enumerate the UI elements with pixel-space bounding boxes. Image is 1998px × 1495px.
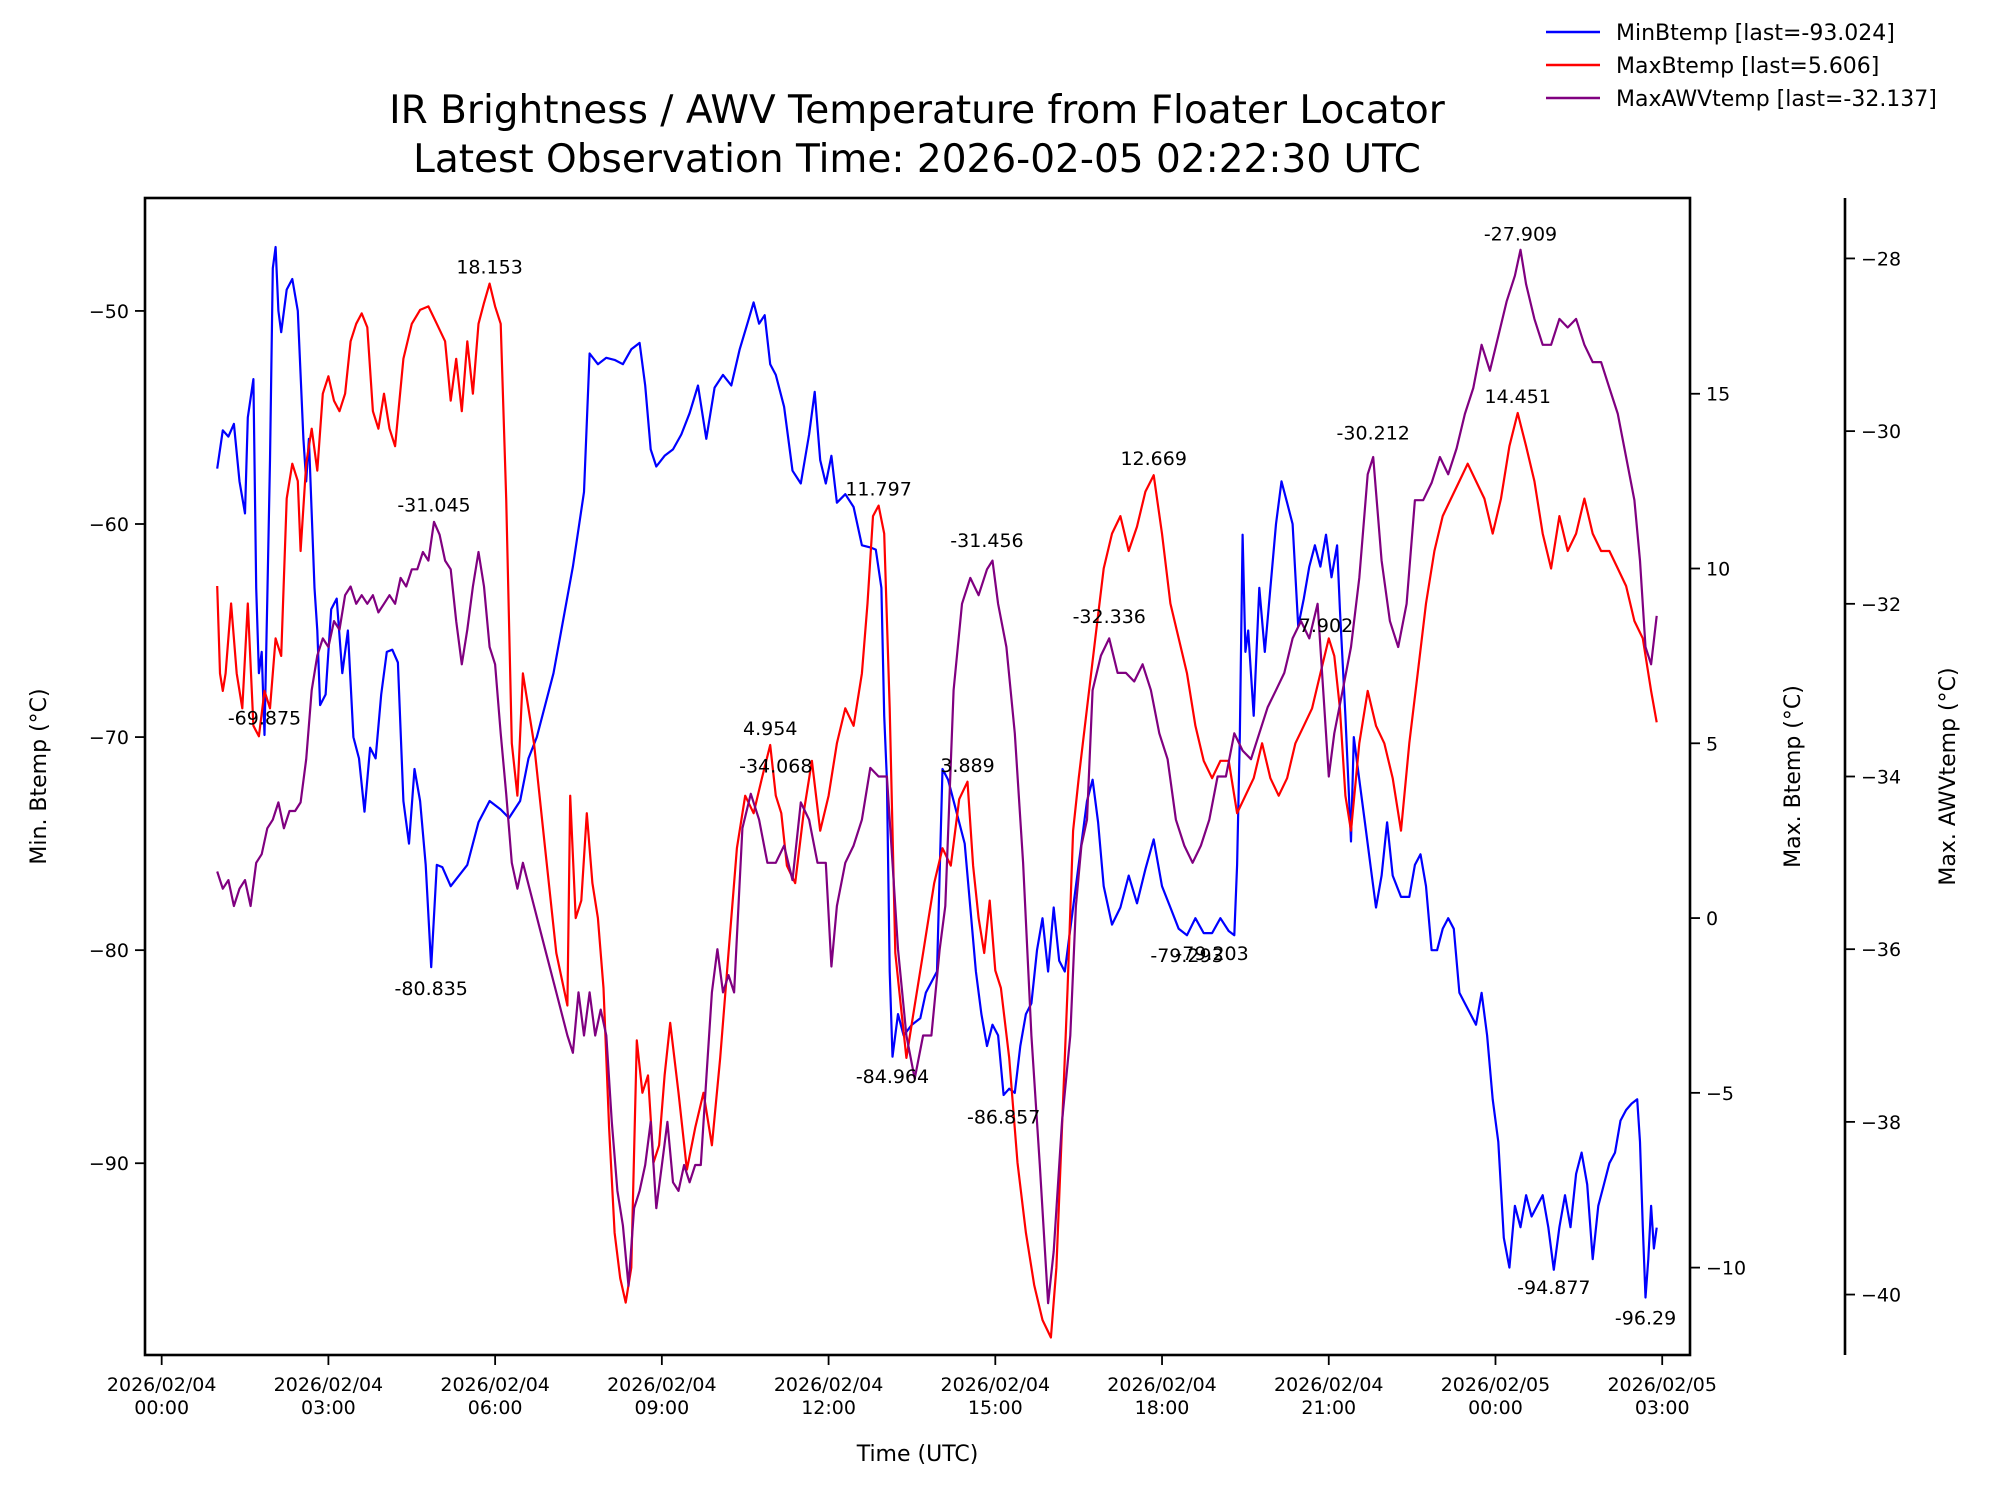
- data-annotation: -94.877: [1517, 1277, 1590, 1299]
- x-tick-label-time: 00:00: [134, 1397, 189, 1419]
- x-tick-label-time: 18:00: [1135, 1397, 1190, 1419]
- right-tick-label: 10: [1706, 559, 1730, 581]
- x-tick-label-date: 2026/02/04: [440, 1374, 550, 1396]
- x-tick-label-date: 2026/02/04: [107, 1374, 217, 1396]
- data-annotation: -84.964: [856, 1066, 929, 1088]
- legend-label-maxawvtemp: MaxAWVtemp [last=-32.137]: [1616, 87, 1937, 112]
- data-annotation: -79.203: [1175, 943, 1248, 965]
- x-tick-label-date: 2026/02/04: [607, 1374, 717, 1396]
- far-right-tick-label: −38: [1861, 1112, 1901, 1134]
- x-tick-label-date: 2026/02/04: [1107, 1374, 1217, 1396]
- plot-frame: [143, 196, 1692, 1357]
- right-tick-label: −10: [1706, 1258, 1746, 1280]
- data-annotation: -96.29: [1615, 1307, 1676, 1329]
- chart-title-line2: Latest Observation Time: 2026-02-05 02:2…: [413, 137, 1421, 182]
- data-annotation: 4.954: [743, 718, 797, 740]
- far-right-tick-label: −32: [1861, 594, 1901, 616]
- far-right-tick-label: −40: [1861, 1285, 1901, 1307]
- x-tick-label-time: 00:00: [1468, 1397, 1523, 1419]
- x-tick-label-date: 2026/02/04: [774, 1374, 884, 1396]
- data-annotation: -79.293: [1150, 945, 1223, 967]
- right-tick-label: 5: [1706, 733, 1718, 755]
- series-group: [216, 245, 1658, 1339]
- x-tick-label-time: 03:00: [1635, 1397, 1690, 1419]
- data-annotation: -31.456: [950, 530, 1023, 552]
- data-annotation: 14.451: [1484, 386, 1550, 408]
- data-annotation: -69.875: [228, 707, 301, 729]
- x-tick-label-time: 03:00: [301, 1397, 356, 1419]
- data-annotation: -30.212: [1337, 422, 1410, 444]
- far-right-tick-label: −30: [1861, 421, 1901, 443]
- data-annotation: 18.153: [456, 257, 522, 279]
- far-right-tick-label: −34: [1861, 767, 1901, 789]
- right-axis-label: Max. Btemp (°C): [1781, 685, 1806, 868]
- data-annotation: 11.797: [845, 479, 911, 501]
- right-tick-label: −5: [1706, 1083, 1734, 1105]
- right-tick-label: 15: [1706, 384, 1730, 406]
- right-tick-label: 0: [1706, 908, 1718, 930]
- x-tick-label-time: 06:00: [468, 1397, 523, 1419]
- left-tick-label: −80: [89, 940, 129, 962]
- far-right-tick-label: −36: [1861, 939, 1901, 961]
- chart-title-line1: IR Brightness / AWV Temperature from Flo…: [389, 88, 1446, 133]
- series-line-minbtemp: [216, 245, 1658, 1299]
- far-right-axis-label: Max. AWVtemp (°C): [1936, 667, 1961, 885]
- x-tick-label-date: 2026/02/05: [1607, 1374, 1717, 1396]
- left-tick-label: −50: [89, 301, 129, 323]
- data-annotation: 7.902: [1299, 615, 1353, 637]
- data-annotation: -34.068: [739, 755, 812, 777]
- x-axis-label: Time (UTC): [856, 1442, 979, 1467]
- legend-label-maxbtemp: MaxBtemp [last=5.606]: [1616, 54, 1879, 79]
- data-annotation: 3.889: [940, 755, 994, 777]
- data-annotation: -86.857: [967, 1106, 1040, 1128]
- x-tick-label-time: 09:00: [634, 1397, 689, 1419]
- left-axis-label: Min. Btemp (°C): [27, 688, 52, 864]
- x-tick-label-time: 12:00: [801, 1397, 856, 1419]
- series-line-maxbtemp: [216, 282, 1658, 1339]
- x-tick-label-time: 15:00: [968, 1397, 1023, 1419]
- data-annotation: -27.909: [1484, 224, 1557, 246]
- left-tick-label: −60: [89, 514, 129, 536]
- x-tick-label-date: 2026/02/04: [274, 1374, 384, 1396]
- data-annotation: -80.835: [395, 978, 468, 1000]
- data-annotation: 12.669: [1120, 448, 1186, 470]
- far-right-tick-label: −28: [1861, 248, 1901, 270]
- series-line-maxawvtemp: [216, 248, 1658, 1305]
- data-annotation: -32.336: [1073, 606, 1146, 628]
- x-tick-label-date: 2026/02/04: [941, 1374, 1051, 1396]
- legend-label-minbtemp: MinBtemp [last=-93.024]: [1616, 21, 1895, 46]
- data-annotation: -31.045: [397, 494, 470, 516]
- x-tick-label-date: 2026/02/05: [1441, 1374, 1551, 1396]
- x-tick-label-date: 2026/02/04: [1274, 1374, 1384, 1396]
- left-tick-label: −90: [89, 1153, 129, 1175]
- left-tick-label: −70: [89, 727, 129, 749]
- x-tick-label-time: 21:00: [1301, 1397, 1356, 1419]
